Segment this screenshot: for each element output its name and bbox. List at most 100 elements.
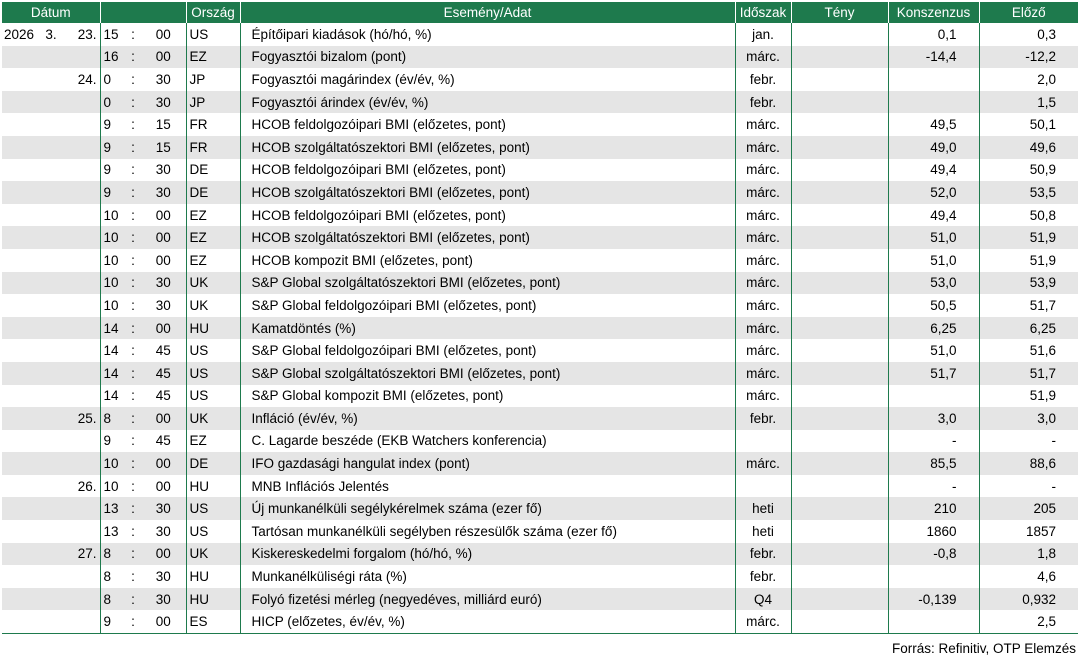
period: márc. — [735, 135, 792, 159]
time-minute: 00 — [155, 26, 171, 42]
table-row: 10:00 EZ HCOB szolgáltatószektori BMI (elő… — [2, 226, 1079, 249]
actual-value — [791, 113, 889, 136]
date-year — [2, 294, 39, 317]
time-colon: : — [131, 433, 135, 449]
actual-value — [791, 294, 889, 317]
date-month — [39, 542, 63, 566]
country-code: HU — [185, 316, 241, 340]
date-day: 27. — [63, 542, 101, 566]
time-colon: : — [131, 162, 135, 178]
time-minute: 30 — [155, 71, 171, 87]
date-year — [2, 587, 39, 611]
time-colon: : — [125, 497, 141, 521]
date-year — [2, 610, 39, 635]
time-minute: 30 — [155, 523, 171, 539]
consensus-value: 51,0 — [888, 339, 980, 362]
event-name: S&P Global szolgáltatószektori BMI (előz… — [240, 361, 736, 385]
time-hour: 9 — [99, 158, 125, 182]
time-hour: 10 — [99, 294, 125, 317]
event-name: HICP (előzetes, év/év, %) — [240, 610, 736, 635]
actual-value — [791, 610, 889, 635]
table-row: 27. 8:00 UK Kiskereskedelmi forgalom (hó/hó… — [2, 542, 1079, 566]
table-row: 10:30 UK S&P Global szolgáltatószektori BM… — [2, 271, 1079, 295]
date-day — [63, 271, 101, 295]
table-row: 10: 00 EZ HCOB feldolgozóipari BMI (előzete… — [2, 203, 1078, 227]
actual-value — [791, 565, 889, 588]
time-hour: 9 — [99, 610, 125, 635]
actual-value — [791, 407, 889, 430]
date-year — [2, 159, 39, 182]
country-code: ES — [185, 610, 241, 635]
date-year — [2, 226, 39, 249]
event-name: HCOB szolgáltatószektori BMI (előzetes, … — [240, 135, 736, 159]
time-hour: 8 — [99, 587, 125, 611]
table-row: 10: 00 EZ HCOB kompozit BMI (előzetes, pont… — [2, 248, 1078, 272]
consensus-value — [888, 565, 980, 588]
table-row: 14: 45 US S&P Global kompozit BMI (előzetes… — [2, 384, 1078, 408]
period: márc. — [735, 203, 792, 227]
previous-value: 2,0 — [1037, 71, 1057, 87]
date-month — [39, 316, 63, 340]
date-day — [63, 135, 101, 159]
previous-value: 50,9 — [1029, 162, 1057, 178]
time-hour: 9 — [99, 181, 125, 204]
consensus-value: 49,4 — [888, 158, 980, 182]
actual-value — [791, 226, 889, 249]
event-name: MNB Inflációs Jelentés — [240, 474, 736, 498]
date-month — [39, 113, 63, 136]
country-code: EZ — [185, 203, 241, 227]
time-minute: 30 — [155, 569, 171, 585]
date-month — [39, 249, 63, 272]
date-month — [39, 407, 63, 430]
event-name: HCOB szolgáltatószektori BMI (előzetes, … — [240, 226, 736, 249]
actual-value — [791, 90, 889, 114]
date-day — [63, 113, 101, 136]
table-row: 2026 3. 23. 15: 00 US Építőipari kiadások (hó/… — [2, 23, 1078, 46]
time-hour: 15 — [99, 23, 125, 46]
table-row: 24. 0: 30 JP Fogyasztói magárindex (év/év, %… — [2, 68, 1078, 91]
event-name: HCOB feldolgozóipari BMI (előzetes, pont… — [240, 113, 736, 136]
consensus-value: 50,5 — [888, 294, 980, 317]
table-row: 8:30 HU Folyó fizetési mérleg (negyedéves,… — [2, 587, 1079, 611]
time-colon: : — [131, 71, 135, 87]
consensus-value: - — [888, 474, 980, 498]
actual-value — [791, 339, 889, 362]
time-minute: 30 — [141, 271, 187, 295]
economic-calendar-table: Dátum Ország Esemény/Adat Időszak Tény K… — [2, 2, 1079, 635]
date-year — [2, 68, 39, 91]
previous-value: 51,7 — [979, 361, 1079, 385]
country-code: US — [185, 520, 241, 543]
previous-value: - — [1051, 478, 1057, 494]
event-name: Fogyasztói magárindex (év/év, %) — [240, 68, 736, 91]
country-code: EZ — [185, 45, 241, 69]
date-year — [2, 45, 39, 69]
country-code: DE — [185, 158, 241, 182]
header-esemeny: Esemény/Adat — [240, 2, 736, 23]
time-minute: 00 — [141, 45, 187, 69]
date-month — [39, 475, 63, 498]
time-colon: : — [131, 343, 135, 359]
date-month — [39, 610, 63, 635]
previous-value: 3,0 — [979, 407, 1079, 430]
date-year — [2, 520, 39, 543]
time-colon: : — [125, 452, 141, 475]
consensus-value: 51,7 — [888, 361, 980, 385]
previous-value: 88,6 — [979, 452, 1079, 475]
time-hour: 16 — [99, 45, 125, 69]
consensus-value: -14,4 — [888, 45, 980, 69]
time-colon: : — [125, 361, 141, 385]
table-row: 10: 30 UK S&P Global feldolgozóipari BMI (e… — [2, 294, 1078, 317]
country-code: DE — [185, 181, 241, 204]
time-minute: 45 — [155, 343, 171, 359]
time-hour: 0 — [99, 68, 125, 91]
period: márc. — [735, 294, 792, 317]
time-minute: 30 — [155, 297, 171, 313]
time-hour: 8 — [99, 542, 125, 566]
date-year — [2, 452, 39, 475]
previous-value: 53,9 — [979, 271, 1079, 295]
period: márc. — [735, 339, 792, 362]
time-hour: 10 — [99, 271, 125, 295]
table-row: 14:45 US S&P Global szolgáltatószektori BM… — [2, 361, 1079, 385]
period: Q4 — [735, 587, 792, 611]
